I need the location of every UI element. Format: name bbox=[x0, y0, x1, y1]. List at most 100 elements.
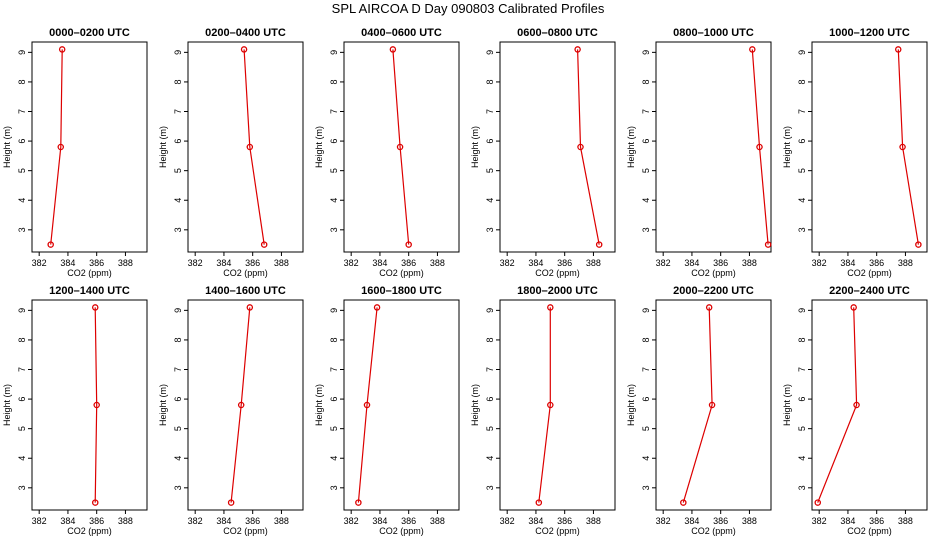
y-tick-label: 4 bbox=[485, 456, 495, 461]
x-axis-label: CO2 (ppm) bbox=[691, 268, 736, 278]
y-axis-label: Height (m) bbox=[782, 126, 792, 168]
x-tick-label: 388 bbox=[430, 258, 445, 268]
x-tick-label: 386 bbox=[89, 258, 104, 268]
y-tick-label: 4 bbox=[173, 198, 183, 203]
data-point bbox=[260, 241, 268, 248]
x-tick-label: 386 bbox=[89, 516, 104, 526]
y-axis-label: Height (m) bbox=[470, 126, 480, 168]
x-tick-label: 384 bbox=[60, 258, 75, 268]
y-tick-label: 3 bbox=[797, 485, 807, 490]
y-tick-label: 8 bbox=[329, 337, 339, 342]
data-point bbox=[853, 401, 860, 409]
x-tick-label: 384 bbox=[684, 516, 699, 526]
panel-7: 1200–1400 UTC 382 384 386 388 CO2 (ppm) 3 4 5 6 7 8… bbox=[2, 285, 148, 536]
data-point bbox=[363, 401, 371, 409]
profile-line bbox=[243, 49, 265, 245]
data-point bbox=[58, 46, 66, 53]
y-tick-label: 7 bbox=[329, 109, 339, 114]
x-tick-label: 388 bbox=[274, 516, 289, 526]
profile-line bbox=[577, 49, 600, 245]
data-point bbox=[708, 401, 716, 409]
y-tick-label: 3 bbox=[329, 485, 339, 490]
y-tick-label: 5 bbox=[797, 168, 807, 173]
data-point bbox=[850, 304, 857, 311]
plot-frame bbox=[31, 41, 148, 253]
panel-title: 1200–1400 UTC bbox=[49, 285, 130, 297]
data-point bbox=[373, 304, 381, 311]
x-tick-label: 382 bbox=[32, 258, 47, 268]
data-point bbox=[895, 46, 902, 53]
y-tick-label: 3 bbox=[797, 227, 807, 232]
data-point bbox=[814, 499, 822, 506]
data-point bbox=[705, 304, 713, 311]
panel-6: 1000–1200 UTC 382 384 386 388 CO2 (ppm) 3 4 5 6 7 8… bbox=[782, 27, 928, 278]
x-axis-label: CO2 (ppm) bbox=[535, 268, 580, 278]
x-tick-label: 382 bbox=[656, 258, 671, 268]
y-tick-label: 5 bbox=[485, 426, 495, 431]
x-axis-label: CO2 (ppm) bbox=[691, 526, 736, 536]
x-axis-label: CO2 (ppm) bbox=[223, 268, 268, 278]
plot-frame bbox=[811, 41, 928, 253]
figure-title: SPL AIRCOA D Day 090803 Calibrated Profi… bbox=[331, 1, 605, 16]
plot-frame bbox=[343, 299, 460, 511]
x-tick-label: 388 bbox=[898, 258, 913, 268]
y-axis-label: Height (m) bbox=[2, 126, 12, 168]
x-tick-label: 384 bbox=[216, 258, 231, 268]
y-tick-label: 8 bbox=[797, 337, 807, 342]
data-point bbox=[355, 499, 362, 506]
y-tick-label: 9 bbox=[329, 50, 339, 55]
y-tick-label: 9 bbox=[485, 308, 495, 313]
x-tick-label: 386 bbox=[245, 516, 260, 526]
y-tick-label: 5 bbox=[641, 426, 651, 431]
profile-line bbox=[94, 307, 98, 503]
y-tick-label: 6 bbox=[329, 397, 339, 402]
panel-title: 1600–1800 UTC bbox=[361, 285, 442, 297]
y-tick-label: 5 bbox=[641, 168, 651, 173]
data-point bbox=[535, 499, 543, 506]
x-tick-label: 384 bbox=[372, 516, 387, 526]
panel-5: 0800–1000 UTC 382 384 386 388 CO2 (ppm) 3 4 5 6 7 8… bbox=[626, 27, 772, 278]
y-tick-label: 8 bbox=[329, 79, 339, 84]
x-tick-label: 382 bbox=[500, 258, 515, 268]
panel-title: 2200–2400 UTC bbox=[829, 285, 910, 297]
y-tick-label: 6 bbox=[173, 397, 183, 402]
y-tick-label: 6 bbox=[641, 139, 651, 144]
x-tick-label: 384 bbox=[528, 258, 543, 268]
plot-frame bbox=[655, 299, 772, 511]
panel-title: 1400–1600 UTC bbox=[205, 285, 286, 297]
y-tick-label: 4 bbox=[329, 198, 339, 203]
y-tick-label: 6 bbox=[485, 139, 495, 144]
data-point bbox=[246, 143, 254, 151]
panel-4: 0600–0800 UTC 382 384 386 388 CO2 (ppm) 3 4 5 6 7 8… bbox=[470, 27, 616, 278]
y-tick-label: 3 bbox=[17, 485, 27, 490]
panel-title: 0800–1000 UTC bbox=[673, 27, 754, 39]
x-tick-label: 382 bbox=[32, 516, 47, 526]
plot-frame bbox=[499, 41, 616, 253]
x-tick-label: 382 bbox=[500, 516, 515, 526]
profile-line bbox=[817, 307, 858, 503]
panel-11: 2000–2200 UTC 382 384 386 388 CO2 (ppm) 3 4 5 6 7 8… bbox=[626, 285, 772, 536]
y-tick-label: 4 bbox=[173, 456, 183, 461]
x-tick-label: 382 bbox=[812, 516, 827, 526]
y-tick-label: 7 bbox=[173, 367, 183, 372]
y-tick-label: 4 bbox=[641, 198, 651, 203]
profile-line bbox=[50, 49, 63, 245]
x-axis-label: CO2 (ppm) bbox=[379, 268, 424, 278]
y-tick-label: 7 bbox=[641, 367, 651, 372]
panel-title: 2000–2200 UTC bbox=[673, 285, 754, 297]
panel-8: 1400–1600 UTC 382 384 386 388 CO2 (ppm) 3 4 5 6 7 8… bbox=[158, 285, 304, 536]
data-point bbox=[405, 241, 412, 248]
data-point bbox=[240, 46, 248, 53]
y-tick-label: 8 bbox=[17, 79, 27, 84]
data-point bbox=[899, 143, 906, 151]
x-axis-label: CO2 (ppm) bbox=[67, 526, 112, 536]
y-tick-label: 8 bbox=[485, 79, 495, 84]
y-tick-label: 9 bbox=[797, 50, 807, 55]
x-tick-label: 384 bbox=[684, 258, 699, 268]
y-axis-label: Height (m) bbox=[314, 384, 324, 426]
data-point bbox=[389, 46, 397, 53]
profile-line bbox=[897, 49, 919, 245]
data-point bbox=[764, 241, 772, 248]
y-tick-label: 5 bbox=[797, 426, 807, 431]
